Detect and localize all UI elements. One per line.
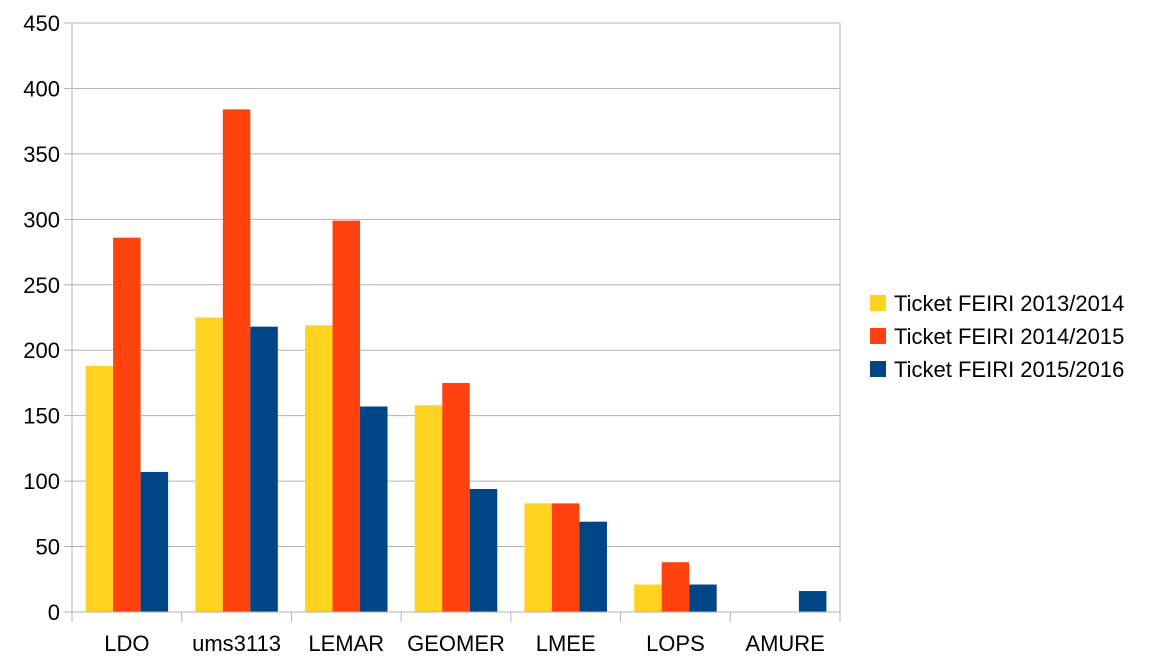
y-tick-label: 150: [23, 404, 60, 429]
legend-swatch: [870, 328, 886, 344]
y-tick-labels: 0 50 100 150 200 250 300 350 400 450: [23, 11, 60, 625]
y-tick-label: 100: [23, 469, 60, 494]
x-tick-labels: LDO ums3113 LEMAR GEOMER LMEE LOPS AMURE: [104, 631, 825, 656]
y-tick-label: 50: [36, 535, 60, 560]
bar: [469, 488, 498, 612]
x-tick-label: GEOMER: [407, 631, 505, 656]
bar: [414, 405, 443, 612]
bar: [332, 220, 361, 613]
y-tick-label: 250: [23, 273, 60, 298]
x-tick-label: LEMAR: [308, 631, 384, 656]
bar: [579, 521, 607, 612]
gridlines: [64, 22, 840, 613]
legend-label: Ticket FEIRI 2014/2015: [894, 324, 1124, 349]
bar: [661, 562, 690, 612]
legend-swatch: [870, 361, 886, 377]
x-tick-label: LMEE: [536, 631, 596, 656]
bar: [524, 503, 552, 612]
bar: [634, 584, 662, 612]
x-tick-label: AMURE: [745, 631, 824, 656]
legend-swatch: [870, 295, 886, 311]
bar: [113, 237, 141, 612]
bar: [195, 317, 223, 612]
y-tick-label: 450: [23, 11, 60, 36]
y-tick-label: 300: [23, 207, 60, 232]
legend-label: Ticket FEIRI 2015/2016: [894, 357, 1124, 382]
x-tick-label: ums3113: [192, 631, 281, 656]
bar: [360, 406, 388, 612]
y-tick-label: 350: [23, 142, 60, 167]
bar: [222, 109, 251, 613]
legend-label: Ticket FEIRI 2013/2014: [894, 291, 1124, 316]
x-tick-label: LDO: [104, 631, 149, 656]
legend: Ticket FEIRI 2013/2014 Ticket FEIRI 2014/…: [870, 291, 1124, 382]
bar: [689, 584, 717, 612]
bar: [442, 382, 470, 612]
y-tick-label: 200: [23, 338, 60, 363]
bar: [140, 471, 169, 612]
bar: [551, 503, 580, 612]
y-tick-label: 400: [23, 76, 60, 101]
bars: [85, 109, 827, 613]
axes: [64, 23, 841, 622]
x-tick-label: LOPS: [646, 631, 705, 656]
bar: [798, 591, 827, 612]
bar: [85, 365, 114, 612]
bar: [305, 325, 333, 612]
bar: [250, 326, 278, 612]
y-tick-label: 0: [48, 600, 60, 625]
